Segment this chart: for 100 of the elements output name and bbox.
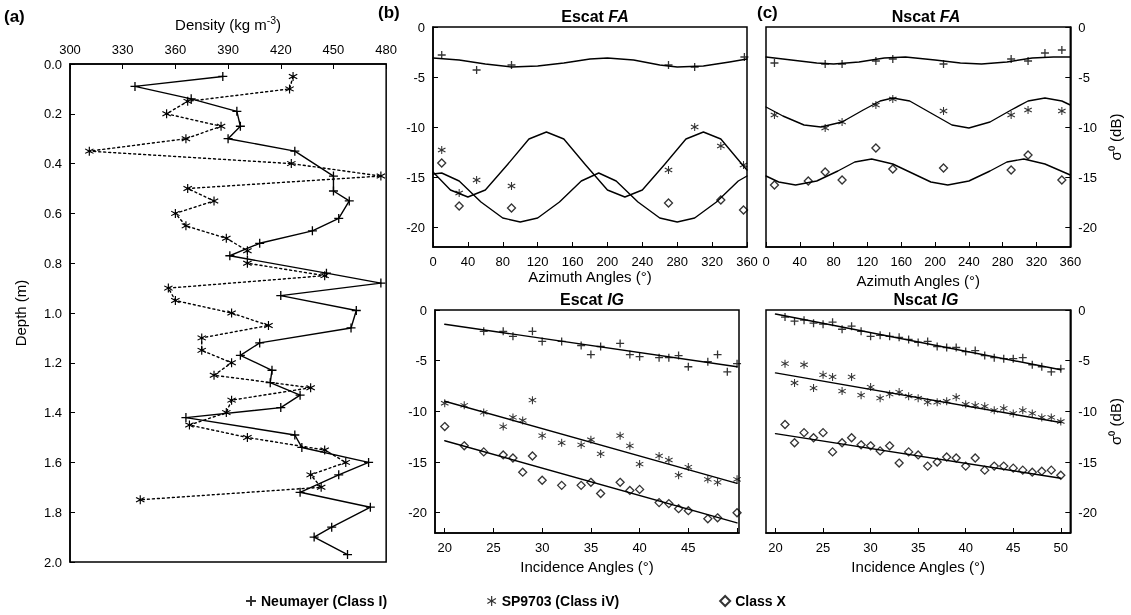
point xyxy=(663,198,674,208)
point xyxy=(455,189,464,197)
point xyxy=(961,461,971,471)
point xyxy=(209,196,219,206)
chart-title: Escat IG xyxy=(559,290,625,308)
y2-tick-label: -15 xyxy=(1078,454,1098,470)
point xyxy=(308,531,320,543)
point xyxy=(294,487,306,498)
point xyxy=(828,372,837,381)
point xyxy=(674,471,683,480)
point xyxy=(181,221,191,231)
y-tick-label: -20 xyxy=(406,219,425,235)
point xyxy=(990,406,999,415)
point xyxy=(664,166,673,174)
y-tick-label: 0 xyxy=(417,19,425,35)
y-tick-label: 2.0 xyxy=(43,554,62,570)
point xyxy=(781,359,790,368)
point xyxy=(732,508,742,518)
y-tick-label: -20 xyxy=(408,505,427,521)
point xyxy=(289,429,300,441)
y-axis-title: Depth (m) xyxy=(12,279,29,347)
point xyxy=(221,408,231,418)
point xyxy=(838,387,847,396)
point xyxy=(1028,409,1037,418)
y-tick-label: -10 xyxy=(408,403,427,419)
point xyxy=(625,485,635,496)
point xyxy=(242,258,252,268)
point xyxy=(894,458,904,468)
legend-label: SP9703 (Class iV) xyxy=(501,593,620,609)
y2-tick-label: -5 xyxy=(1078,69,1090,85)
point xyxy=(222,133,234,144)
point xyxy=(808,433,819,443)
chart-title: Nscat IG xyxy=(893,290,959,308)
point xyxy=(345,322,357,334)
y-tick-label: 0 xyxy=(419,302,427,318)
point xyxy=(507,182,516,190)
point xyxy=(84,146,94,156)
point xyxy=(999,461,1009,471)
point xyxy=(876,394,885,403)
point xyxy=(716,142,725,150)
point xyxy=(537,475,547,485)
point xyxy=(769,58,780,68)
point xyxy=(738,205,749,215)
point xyxy=(227,395,237,405)
point xyxy=(538,431,547,440)
point xyxy=(518,467,528,477)
point xyxy=(209,370,219,380)
point xyxy=(557,480,567,491)
point xyxy=(227,308,237,318)
point xyxy=(577,440,586,449)
point xyxy=(437,158,447,168)
point xyxy=(316,482,326,492)
x-tick-label: 390 xyxy=(217,42,239,57)
point xyxy=(616,431,625,440)
y-tick-label: -5 xyxy=(415,353,427,369)
point xyxy=(1057,107,1066,115)
point xyxy=(508,453,518,463)
text: (c) xyxy=(757,3,778,22)
y2-tick-label: -15 xyxy=(1078,169,1098,185)
point xyxy=(904,447,914,457)
point xyxy=(690,123,699,131)
x-tick-label: 200 xyxy=(596,254,619,269)
y2-tick-label: -20 xyxy=(1078,219,1098,235)
point xyxy=(1018,406,1027,415)
point xyxy=(170,208,180,218)
point xyxy=(460,401,469,410)
point xyxy=(576,480,586,491)
point xyxy=(888,95,897,103)
point xyxy=(800,360,809,369)
point xyxy=(197,345,207,355)
point xyxy=(129,81,141,92)
point xyxy=(837,438,847,448)
point xyxy=(712,513,723,523)
x-tick-label: 0 xyxy=(429,254,437,269)
point xyxy=(471,65,482,75)
point xyxy=(306,383,316,393)
point xyxy=(716,195,726,205)
point xyxy=(809,384,818,393)
point xyxy=(938,163,949,173)
point xyxy=(557,438,566,447)
x-tick-label: 120 xyxy=(526,254,549,269)
y2-tick-label: -10 xyxy=(1078,119,1098,135)
point xyxy=(818,428,828,438)
x-tick-label: 160 xyxy=(890,254,913,269)
x-tick-label: 200 xyxy=(924,254,946,269)
point xyxy=(1027,467,1037,477)
x-tick-label: 240 xyxy=(958,254,980,269)
point xyxy=(837,175,847,185)
x-tick-label: 360 xyxy=(736,254,758,269)
point xyxy=(635,460,644,469)
y-tick-label: -15 xyxy=(408,454,427,470)
point xyxy=(989,461,999,471)
y2-tick-label: 0 xyxy=(1078,19,1086,35)
point xyxy=(180,412,192,423)
point xyxy=(933,398,942,407)
x-tick-label: 45 xyxy=(1006,540,1021,555)
point xyxy=(884,441,895,451)
y-tick-label: 0.8 xyxy=(43,255,62,271)
x-tick-label: 80 xyxy=(826,254,841,269)
x-axis-title: Azimuth Angles (°) xyxy=(528,268,652,285)
